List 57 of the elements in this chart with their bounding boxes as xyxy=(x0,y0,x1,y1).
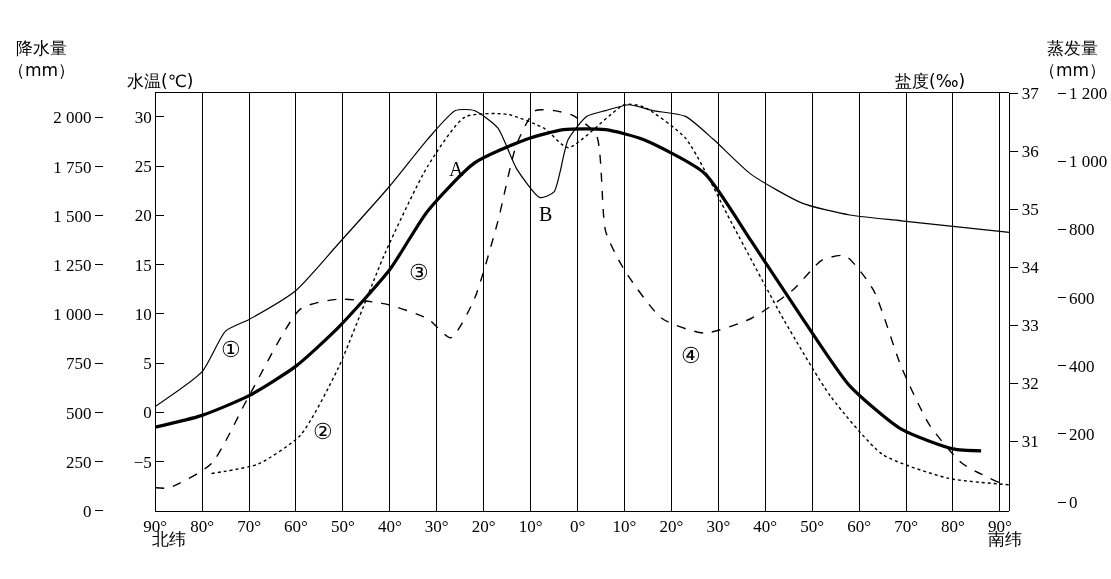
y2-tick-label: 1 000 xyxy=(1069,152,1108,172)
annotation: ① xyxy=(221,337,241,362)
x-tick-label: 60° xyxy=(847,517,872,537)
y-tick-label: 1 250 xyxy=(53,255,92,275)
y2-tick-label: 800 xyxy=(1069,220,1095,240)
y2-axis-title: 水温(℃) xyxy=(127,71,194,91)
y2-tick-label: 5 xyxy=(143,354,152,374)
x-tick-label: 0° xyxy=(569,517,586,537)
y2-tick-label: 600 xyxy=(1069,288,1095,308)
y2-tick-label: 25 xyxy=(134,157,152,177)
y-tick-label: 1 500 xyxy=(53,206,92,226)
y-tick-label: 250 xyxy=(65,452,92,472)
x-tick-label: 30° xyxy=(706,517,731,537)
annotation: B xyxy=(539,203,553,225)
y-axis-title: 降水量（mm） xyxy=(8,38,76,81)
y-tick-label: 33 xyxy=(1021,316,1039,336)
x-tick-label: 10° xyxy=(518,517,543,537)
x-tick-label: 80° xyxy=(941,517,965,537)
annotation: ② xyxy=(313,419,333,444)
annotation: ④ xyxy=(681,343,701,368)
y2-tick-label: 400 xyxy=(1069,356,1095,376)
y2-tick-label: 1 200 xyxy=(1069,84,1108,104)
y2-tick-label: 30 xyxy=(134,107,152,127)
x-tick-label: 30° xyxy=(424,517,449,537)
x-tick-label: 40° xyxy=(377,517,402,537)
annotation: ③ xyxy=(409,260,429,285)
y-tick-label: 2 000 xyxy=(53,108,92,128)
y2-tick-label: 20 xyxy=(134,206,152,226)
x-tick-label: 70° xyxy=(237,517,261,537)
x-tick-label: 10° xyxy=(612,517,637,537)
y-tick-label: 0 xyxy=(82,501,92,521)
y-tick-label: 34 xyxy=(1021,258,1040,278)
y-tick-label: 36 xyxy=(1021,142,1039,162)
x-tick-label: 20° xyxy=(659,517,684,537)
y-tick-label: 1 750 xyxy=(53,157,92,177)
y-tick-label: 31 xyxy=(1021,432,1039,452)
x-tick-label: 50° xyxy=(330,517,355,537)
y-tick-label: 37 xyxy=(1021,84,1040,104)
y-tick-label: 32 xyxy=(1021,374,1039,394)
y2-tick-label: 200 xyxy=(1069,424,1095,444)
x-tick-label: 40° xyxy=(753,517,778,537)
x-tick-label: 60° xyxy=(284,517,308,537)
x-tick-label: 70° xyxy=(894,517,918,537)
y2-tick-label: 15 xyxy=(134,255,152,275)
x-tick-label: 20° xyxy=(471,517,496,537)
y2-tick-label: −5 xyxy=(133,452,152,472)
y-tick-label: 35 xyxy=(1021,200,1039,220)
y-axis-title: 盐度(‰) xyxy=(895,71,966,91)
y-tick-label: 500 xyxy=(65,403,92,423)
y2-tick-label: 10 xyxy=(134,304,152,324)
y2-tick-label: 0 xyxy=(143,403,152,423)
y-tick-label: 1 000 xyxy=(53,305,92,325)
x-tick-label: 80° xyxy=(190,517,215,537)
y-tick-label: 750 xyxy=(65,354,92,374)
y2-tick-label: 0 xyxy=(1069,493,1078,513)
y2-axis-title: 蒸发量（mm） xyxy=(1039,38,1107,81)
x-tick-label: 50° xyxy=(800,517,825,537)
